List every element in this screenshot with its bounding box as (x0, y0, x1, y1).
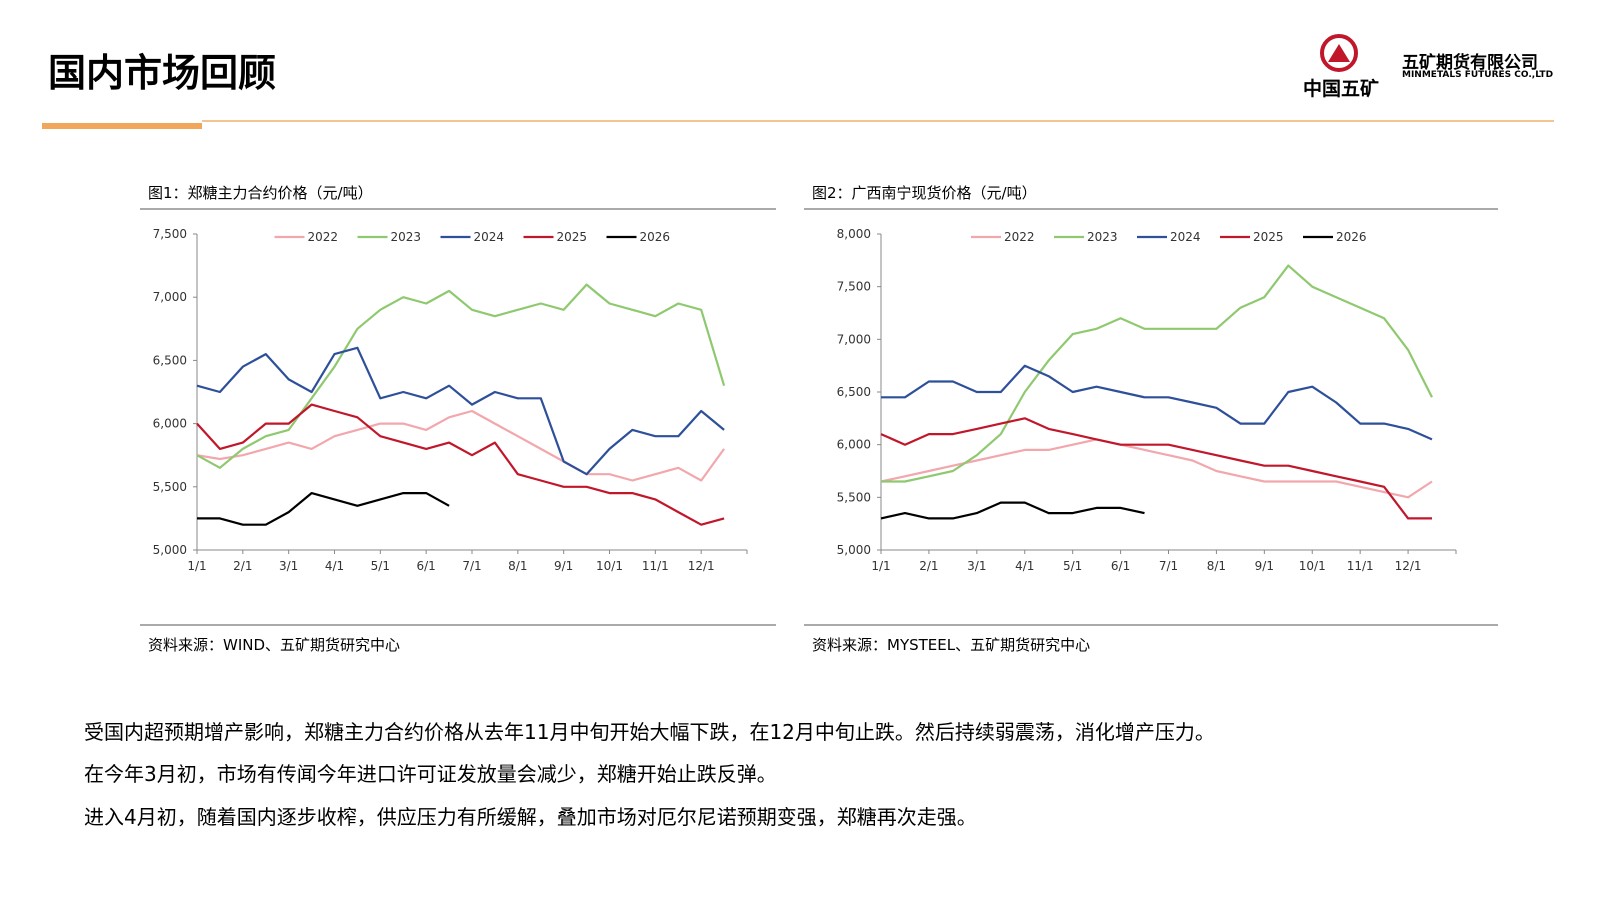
charts: 图1：郑糖主力合约价格（元/吨） 资料来源：WIND、五矿期货研究中心 5,000 5… (140, 184, 1498, 654)
paragraph: 进入4月初，随着国内逐步收榨，供应压力有所缓解，叠加市场对厄尔尼诺预期变强，郑糖… (84, 805, 977, 829)
y-tick-label: 5,500 (153, 480, 187, 494)
y-tick-label: 5,500 (837, 490, 871, 504)
y-tick-label: 6,500 (837, 385, 871, 399)
x-tick-label: 1/1 (871, 559, 890, 573)
legend-label: 2024 (474, 230, 505, 244)
legend-label: 2025 (557, 230, 588, 244)
x-tick-label: 2/1 (233, 559, 252, 573)
legend-label: 2022 (308, 230, 339, 244)
legend-label: 2023 (1087, 230, 1118, 244)
series-line (880, 438, 1433, 499)
x-tick-label: 11/1 (1347, 559, 1374, 573)
legend-label: 2022 (1004, 230, 1035, 244)
y-tick-label: 7,000 (837, 332, 871, 346)
x-tick-label: 7/1 (1159, 559, 1178, 573)
series-line (196, 346, 725, 476)
chart-source: 资料来源：MYSTEEL、五矿期货研究中心 (812, 636, 1090, 654)
legend-label: 2023 (391, 230, 422, 244)
x-tick-label: 10/1 (596, 559, 623, 573)
x-tick-label: 11/1 (642, 559, 669, 573)
x-tick-label: 6/1 (417, 559, 436, 573)
y-tick-label: 8,000 (837, 227, 871, 241)
chart-title: 图1：郑糖主力合约价格（元/吨） (148, 184, 373, 202)
company-name-en: MINMETALS FUTURES CO.,LTD (1402, 70, 1554, 80)
series-line (196, 283, 726, 469)
paragraph: 受国内超预期增产影响，郑糖主力合约价格从去年11月中旬开始大幅下跌，在12月中旬… (84, 720, 1215, 744)
paragraph: 在今年3月初，市场有传闻今年进口许可证发放量会减少，郑糖开始止跌反弹。 (84, 762, 777, 786)
legend-label: 2026 (1336, 230, 1367, 244)
legend-label: 2024 (1170, 230, 1201, 244)
series-line (881, 264, 1433, 483)
slide-title: 国内市场回顾 (48, 51, 277, 95)
x-tick-label: 3/1 (967, 559, 986, 573)
x-tick-label: 5/1 (371, 559, 390, 573)
x-tick-label: 3/1 (279, 559, 298, 573)
x-tick-label: 6/1 (1111, 559, 1130, 573)
x-tick-label: 5/1 (1063, 559, 1082, 573)
y-tick-label: 5,000 (153, 543, 187, 557)
x-tick-label: 9/1 (1255, 559, 1274, 573)
x-tick-label: 8/1 (508, 559, 527, 573)
x-tick-label: 12/1 (1395, 559, 1422, 573)
x-tick-label: 12/1 (688, 559, 715, 573)
x-tick-label: 2/1 (919, 559, 938, 573)
chart-title: 图2：广西南宁现货价格（元/吨） (812, 184, 1037, 202)
y-tick-label: 7,000 (153, 290, 187, 304)
header-rule (202, 120, 1554, 122)
y-tick-label: 5,000 (837, 543, 871, 557)
x-tick-label: 4/1 (1015, 559, 1034, 573)
y-tick-label: 7,500 (837, 280, 871, 294)
series-line (197, 492, 450, 526)
y-tick-label: 6,500 (153, 353, 187, 367)
series-line (881, 364, 1433, 441)
x-tick-label: 7/1 (462, 559, 481, 573)
x-tick-label: 1/1 (187, 559, 206, 573)
y-tick-label: 6,000 (153, 417, 187, 431)
y-tick-label: 6,000 (837, 438, 871, 452)
x-tick-label: 9/1 (554, 559, 573, 573)
x-tick-label: 8/1 (1207, 559, 1226, 573)
company-name: 五矿期货有限公司 (1402, 53, 1538, 73)
logo-icon (1320, 34, 1358, 72)
legend-label: 2026 (640, 230, 671, 244)
x-tick-label: 10/1 (1299, 559, 1326, 573)
legend-label: 2025 (1253, 230, 1284, 244)
chart-source: 资料来源：WIND、五矿期货研究中心 (148, 636, 400, 654)
logo-text: 中国五矿 (1303, 78, 1380, 100)
header-accent (42, 123, 202, 129)
y-tick-label: 7,500 (153, 227, 187, 241)
series-line (196, 409, 725, 482)
series-line (880, 417, 1432, 520)
x-tick-label: 4/1 (325, 559, 344, 573)
series-line (880, 501, 1145, 520)
series-line (196, 403, 725, 526)
